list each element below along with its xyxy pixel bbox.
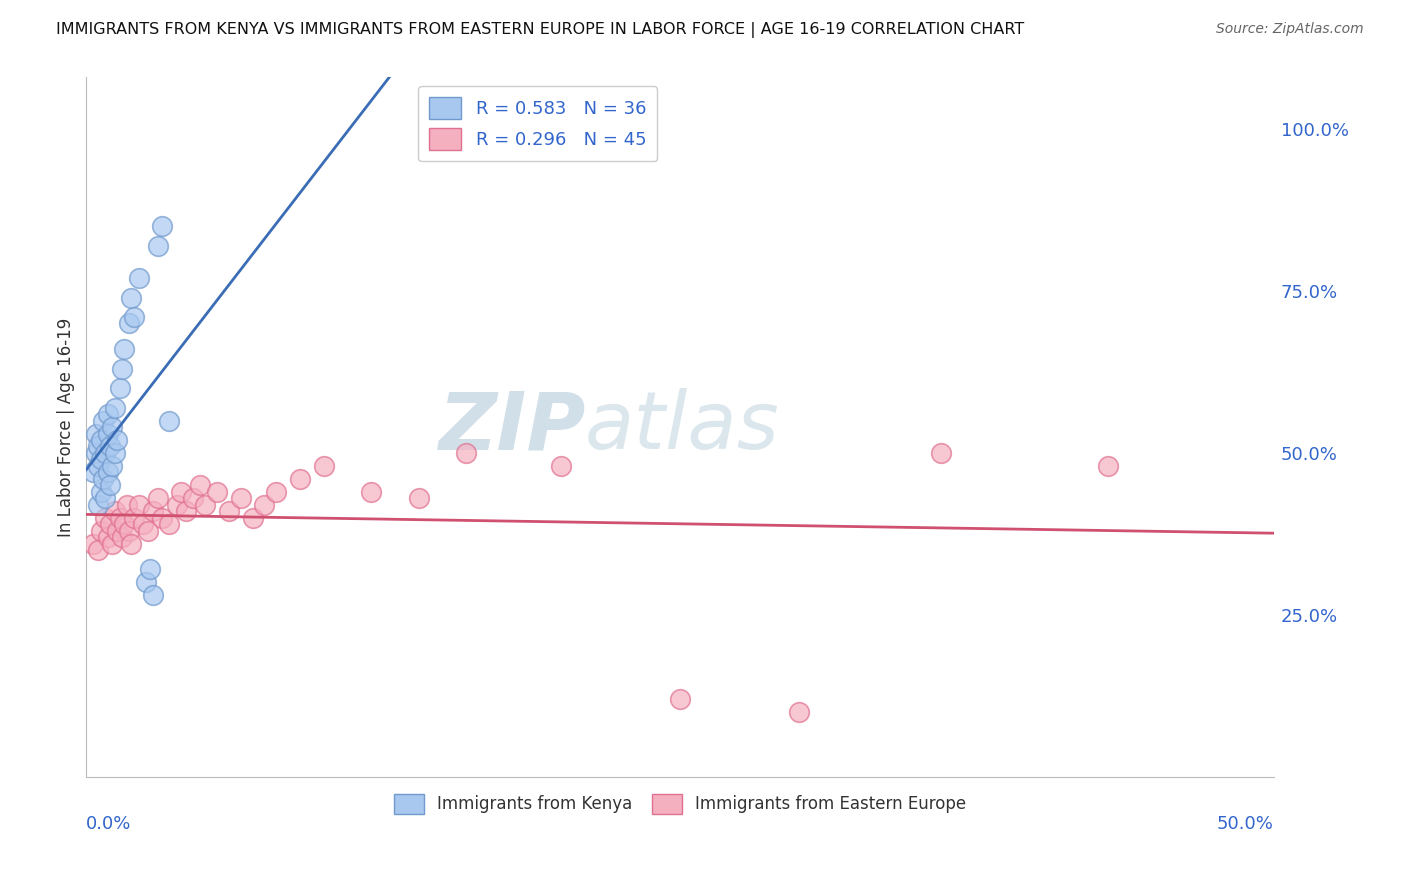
Point (105, 524, 128, 538)
Point (669, 692, 692, 706)
Point (128, 271, 150, 285)
Point (132, 517, 155, 532)
Point (104, 401, 127, 415)
Point (94, 510, 117, 524)
Point (174, 504, 197, 518)
Point (91, 472, 114, 486)
Point (115, 498, 138, 512)
Point (253, 498, 276, 512)
Point (157, 413, 180, 427)
Point (150, 510, 173, 524)
Point (90, 452, 112, 467)
Point (105, 433, 128, 447)
Point (266, 484, 288, 499)
Point (218, 504, 240, 518)
Point (118, 524, 141, 538)
Point (122, 510, 145, 524)
Point (87, 498, 110, 512)
Point (108, 510, 131, 524)
Point (84, 446, 107, 460)
Point (90, 524, 112, 538)
Point (118, 317, 141, 331)
Point (146, 491, 169, 506)
Point (931, 446, 953, 460)
Point (120, 536, 142, 550)
Text: ZIP: ZIP (437, 388, 585, 466)
Point (194, 498, 217, 512)
Point (312, 458, 335, 473)
Point (170, 484, 193, 499)
Point (157, 517, 180, 532)
Point (288, 472, 311, 486)
Point (87, 440, 110, 454)
Point (104, 446, 127, 460)
Point (84, 426, 107, 441)
Point (87, 458, 110, 473)
Point (1097, 458, 1119, 473)
Point (360, 484, 382, 499)
Point (82, 466, 104, 480)
Point (98, 517, 121, 532)
Point (242, 510, 264, 524)
Point (91, 413, 114, 427)
Point (111, 530, 134, 544)
Point (142, 588, 165, 602)
Point (94, 446, 117, 460)
Text: 0.0%: 0.0% (86, 815, 132, 833)
Point (97, 407, 120, 421)
Y-axis label: In Labor Force | Age 16-19: In Labor Force | Age 16-19 (58, 318, 75, 537)
Point (128, 498, 150, 512)
Point (87, 543, 110, 558)
Point (90, 484, 112, 499)
Point (139, 562, 162, 576)
Point (82, 536, 104, 550)
Point (408, 491, 430, 506)
Point (146, 239, 169, 253)
Text: atlas: atlas (585, 388, 780, 466)
Point (98, 478, 121, 492)
Text: IMMIGRANTS FROM KENYA VS IMMIGRANTS FROM EASTERN EUROPE IN LABOR FORCE | AGE 16-: IMMIGRANTS FROM KENYA VS IMMIGRANTS FROM… (56, 22, 1025, 38)
Point (112, 343, 135, 357)
Point (188, 478, 211, 492)
Point (166, 498, 188, 512)
Point (97, 466, 120, 480)
Point (136, 524, 159, 538)
Point (120, 291, 142, 305)
Point (101, 420, 124, 434)
Point (150, 219, 173, 234)
Point (104, 504, 127, 518)
Point (181, 491, 204, 506)
Point (94, 491, 117, 506)
Point (90, 433, 112, 447)
Point (550, 458, 572, 473)
Legend: Immigrants from Kenya, Immigrants from Eastern Europe: Immigrants from Kenya, Immigrants from E… (387, 787, 973, 821)
Point (98, 440, 121, 454)
Text: Source: ZipAtlas.com: Source: ZipAtlas.com (1216, 22, 1364, 37)
Point (101, 536, 124, 550)
Point (101, 458, 124, 473)
Point (97, 530, 120, 544)
Point (112, 517, 135, 532)
Text: 50.0%: 50.0% (1218, 815, 1274, 833)
Point (108, 381, 131, 395)
Point (205, 484, 228, 499)
Point (97, 426, 120, 441)
Point (456, 446, 478, 460)
Point (229, 491, 252, 506)
Point (787, 705, 810, 719)
Point (142, 504, 165, 518)
Point (135, 575, 157, 590)
Point (111, 361, 134, 376)
Point (122, 310, 145, 324)
